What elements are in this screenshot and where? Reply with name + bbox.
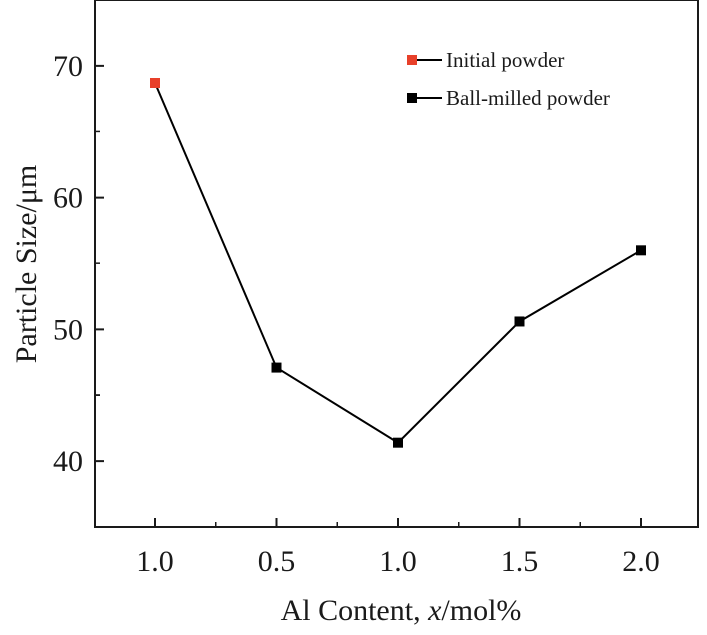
- data-markers: [150, 78, 646, 448]
- x-axis-label-prefix: Al Content,: [281, 594, 429, 627]
- y-tick-label: 50: [53, 313, 83, 346]
- data-point-marker: [636, 245, 646, 256]
- y-tick-label: 70: [53, 50, 83, 83]
- legend-label: Initial powder: [446, 48, 564, 72]
- plot-frame: [94, 0, 699, 528]
- y-axis-ticks: 40 50 60 70: [53, 0, 104, 478]
- y-tick-label: 60: [53, 182, 83, 215]
- legend: Initial powder Ball-milled powder: [407, 48, 610, 110]
- x-axis-ticks: 1.0 0.5 1.0 1.5 2.0: [136, 518, 660, 578]
- data-point-marker: [150, 78, 160, 89]
- x-axis-label: Al Content, x/mol%: [281, 594, 522, 627]
- x-axis-label-suffix: /mol%: [441, 594, 521, 627]
- series-line: [154, 82, 642, 444]
- legend-marker: [407, 93, 417, 103]
- x-tick-label: 2.0: [622, 545, 660, 578]
- data-point-marker: [514, 316, 525, 327]
- data-point-marker: [271, 362, 282, 373]
- x-tick-label: 1.0: [379, 545, 417, 578]
- data-lines: [154, 82, 642, 444]
- y-tick-label: 40: [53, 445, 83, 478]
- legend-marker: [407, 55, 417, 65]
- x-tick-label: 0.5: [258, 545, 296, 578]
- y-axis-label: Particle Size/μm: [10, 165, 43, 364]
- x-tick-label: 1.0: [136, 545, 174, 578]
- data-point-marker: [393, 437, 403, 448]
- x-tick-label: 1.5: [501, 545, 539, 578]
- legend-label: Ball-milled powder: [446, 86, 610, 110]
- x-axis-label-variable: x: [427, 594, 442, 627]
